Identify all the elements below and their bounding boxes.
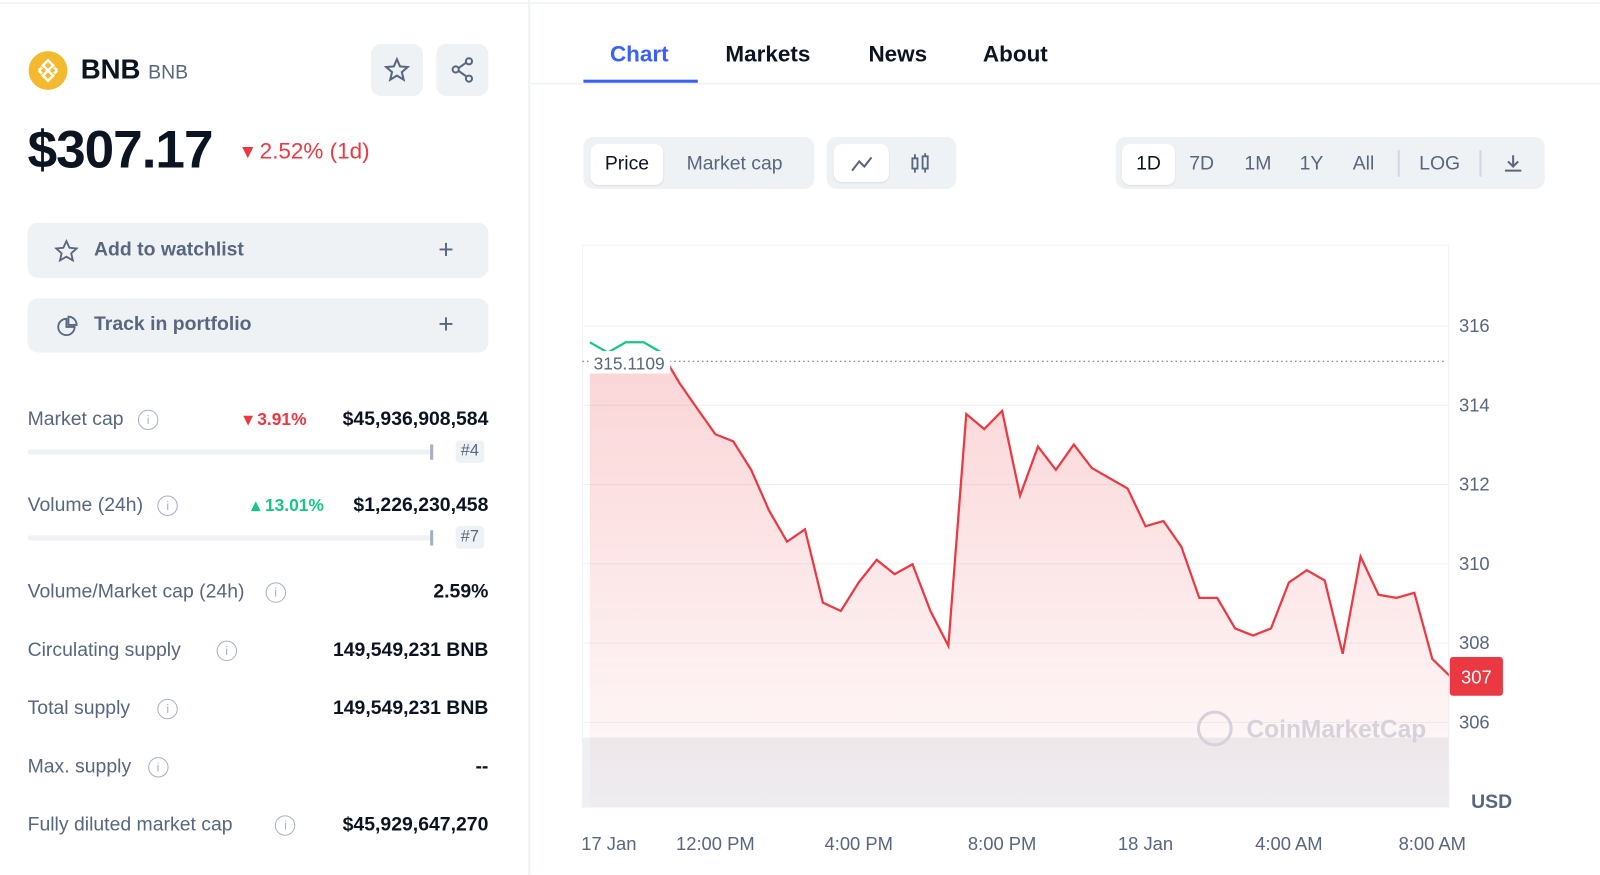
x-tick-label: 4:00 AM [1255,833,1322,854]
rank-tick [430,444,434,460]
price-area [589,361,1449,808]
x-tick-label: 17 Jan [581,833,636,854]
stat-change: ▾ 3.91% [244,410,307,430]
price: $307.17 [27,120,214,180]
currency: USD [1471,791,1512,813]
stat-value: 149,549,231 BNB [332,639,489,662]
info-icon: i [216,640,237,662]
stat-label: Fully diluted market cap [27,814,233,836]
x-tick-label: 8:00 AM [1399,833,1466,854]
x-tick-label: 12:00 PM [676,833,755,854]
info-icon: i [137,409,159,431]
stat-label: Volume (24h) [27,494,144,516]
range-button[interactable]: All [1352,153,1375,175]
range-sep [1397,150,1400,177]
range-button[interactable]: 1D [1121,144,1176,185]
style-toggle [826,136,957,190]
plus-icon: + [438,308,454,340]
y-tick-label: 310 [1459,553,1490,574]
change-arrow: ▾ [242,137,254,164]
change-arrow: ▴ [251,495,265,515]
portfolio-button[interactable]: Track in portfolio + [27,298,489,353]
share-button[interactable] [436,43,489,97]
range-button[interactable]: 1Y [1299,153,1324,175]
rank-badge: #7 [455,526,485,549]
tab[interactable]: News [868,40,928,67]
portfolio-label: Track in portfolio [93,313,252,336]
line-style[interactable] [833,144,889,182]
stat-value: -- [475,756,489,778]
stat-value: $45,929,647,270 [342,814,489,836]
rank-tick [430,530,434,546]
x-tick-label: 4:00 PM [825,833,893,854]
download-icon[interactable] [1501,151,1526,176]
range-button[interactable]: LOG [1419,153,1461,175]
y-tick-label: 312 [1459,474,1490,495]
change-arrow: ▾ [243,409,258,430]
stat-value: $45,936,908,584 [342,408,489,431]
coin-logo [28,51,68,90]
info-icon: i [265,582,286,603]
stat-label: Total supply [27,697,131,720]
change-text: 13.01% [264,495,324,515]
stat-value: $1,226,230,458 [353,494,489,516]
stat-label: Market cap [27,408,124,431]
range-sep [1479,150,1481,177]
rank-bar [27,535,434,541]
rank-badge: #4 [455,440,485,463]
current-label: 307 [1461,667,1492,688]
tab[interactable]: About [982,40,1048,67]
price-line [665,361,1449,677]
tab[interactable]: Markets [725,40,811,67]
price-change: ▾ 2.52% (1d) [242,138,370,165]
info-icon: i [157,698,178,720]
tab[interactable]: Chart [609,40,669,67]
toggle-price[interactable]: Price [590,144,664,185]
toggle-marketcap[interactable]: Market cap [686,153,783,175]
x-tick-label: 8:00 PM [968,833,1036,854]
x-tick-label: 18 Jan [1118,833,1173,854]
stat-value: 149,549,231 BNB [332,697,489,720]
watchlist-button[interactable]: Add to watchlist + [27,222,489,278]
stat-value: 2.59% [433,581,489,603]
info-icon: i [157,495,178,516]
tab-indicator [583,79,698,83]
reference-label: 315.1109 [594,353,665,373]
stat-label: Max. supply [27,756,132,778]
coin-symbol: BNB [148,62,189,84]
stat-label: Circulating supply [27,639,181,662]
plus-icon: + [438,233,454,265]
watchlist-label: Add to watchlist [93,239,244,261]
current-badge [1449,656,1503,696]
y-tick-label: 308 [1459,632,1490,653]
stat-change: ▴ 13.01% [251,496,323,516]
info-icon: i [147,757,169,778]
y-tick-label: 306 [1459,711,1490,732]
reference-label-bg [588,351,671,374]
stat-label: Volume/Market cap (24h) [27,581,245,603]
rank-bar [27,449,434,455]
y-tick-label: 314 [1459,394,1490,415]
range-button[interactable]: 7D [1189,153,1215,175]
coin-name: BNB [80,54,141,85]
info-icon: i [275,815,296,836]
range-toggle [1115,136,1545,190]
candle-style[interactable] [908,151,933,176]
range-button[interactable]: 1M [1244,153,1272,175]
change-text: 3.91% [257,409,307,430]
y-tick-label: 316 [1459,315,1490,336]
change-text: 2.52% (1d) [259,137,370,164]
star-button[interactable] [370,43,423,97]
